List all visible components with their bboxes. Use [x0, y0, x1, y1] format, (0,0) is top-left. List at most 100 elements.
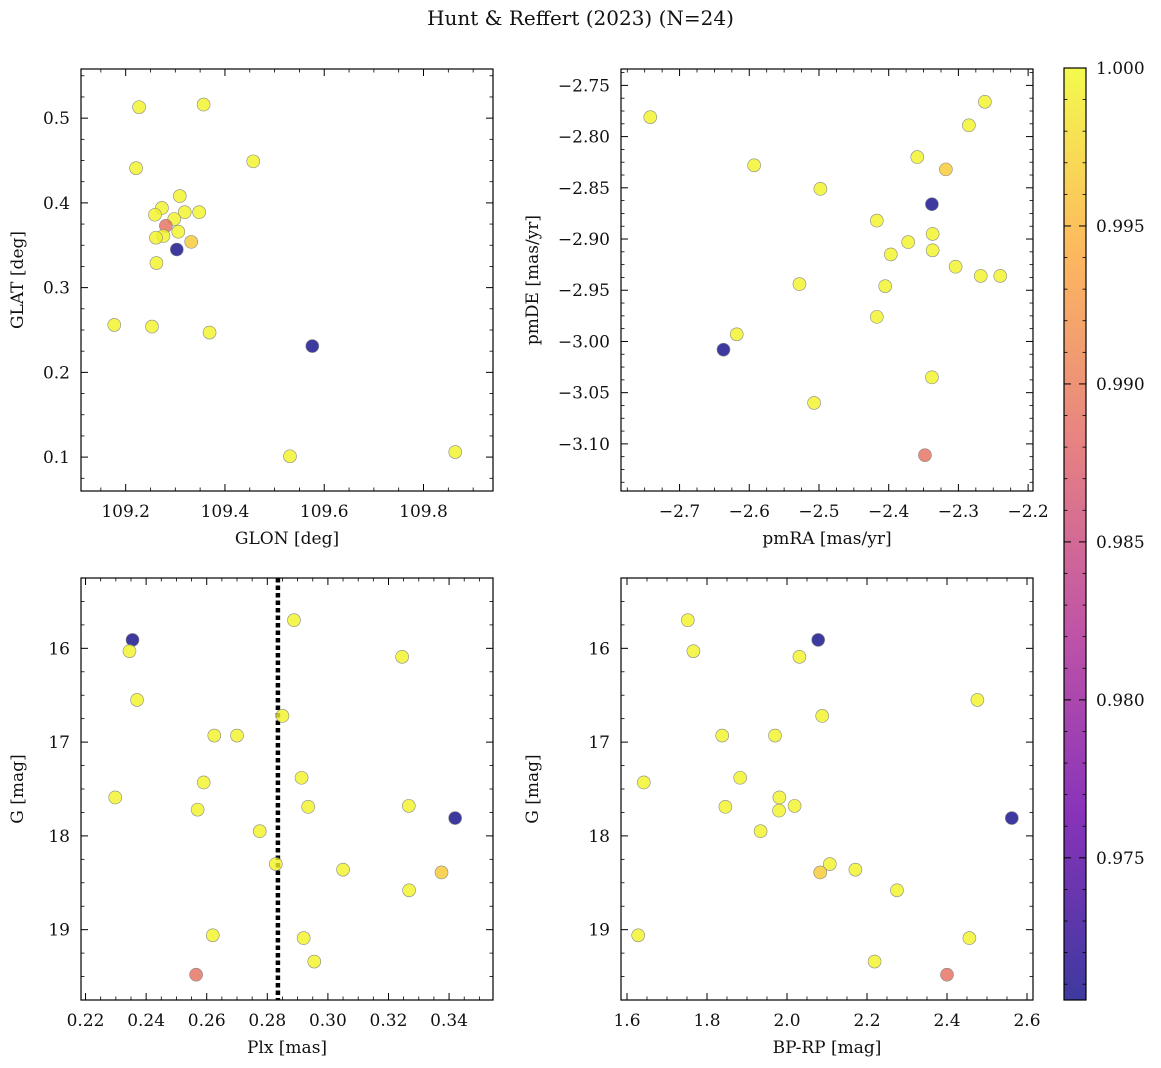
y-axis-label: G [mag] [523, 754, 543, 823]
data-point [631, 928, 646, 943]
data-point [108, 790, 123, 805]
data-point [177, 205, 192, 220]
y-tick-label: 16 [48, 639, 70, 659]
data-point [287, 613, 301, 628]
colorbar-tick-label: 0.995 [1096, 217, 1145, 237]
y-tick-label: −3.05 [558, 384, 610, 404]
data-point [448, 811, 462, 825]
y-tick-label: 19 [48, 921, 70, 941]
y-tick-label: 0.1 [43, 448, 70, 468]
plot-frame [80, 577, 494, 1001]
data-point [202, 325, 217, 340]
panel-pmra-pmde: −2.7 −2.6 −2.5 −2.4 −2.3 −2.2 −3.10 −3.05 −3.00 −… [523, 68, 1049, 549]
y-tick-label: 0.3 [43, 279, 70, 299]
x-axis-label: Plx [mas] [247, 1038, 327, 1058]
data-point [815, 709, 830, 723]
y-tick-label: −2.75 [558, 76, 610, 96]
y-tick-label: 18 [588, 827, 610, 847]
y-axis-label: G [mag] [8, 754, 28, 823]
panel-bprp-g: 1.6 1.8 2.0 2.2 2.4 2.6 16 17 18 19 BP-RP [mag] G [… [523, 577, 1041, 1058]
colorbar-gradient [1064, 68, 1086, 1000]
data-point [686, 644, 701, 658]
x-tick-label: 0.22 [67, 1011, 105, 1031]
data-point [172, 189, 187, 203]
data-point [252, 824, 267, 839]
data-point [301, 800, 316, 814]
plot-frame [620, 68, 1034, 492]
plot-frame [80, 68, 494, 492]
data-point [878, 279, 893, 293]
data-point [680, 613, 695, 628]
x-tick-label: 0.30 [309, 1011, 347, 1031]
x-tick-label: 109.6 [300, 502, 349, 522]
y-tick-label: −3.10 [558, 435, 610, 455]
data-point [792, 649, 807, 664]
data-point [196, 97, 211, 112]
data-point [132, 100, 146, 114]
panel-plx-g: 0.22 0.24 0.26 0.28 0.30 0.32 0.34 16 17 18 19 Plx … [8, 577, 494, 1058]
data-point [867, 954, 882, 969]
colorbar-tick-label: 0.985 [1096, 533, 1145, 553]
data-point [962, 931, 977, 945]
data-point [636, 775, 651, 790]
data-point [813, 865, 828, 880]
y-axis-label: pmDE [mas/yr] [523, 215, 543, 345]
data-point [230, 728, 244, 743]
data-point [448, 445, 463, 459]
x-tick-label: 0.34 [430, 1011, 468, 1031]
data-point [716, 342, 731, 357]
x-tick-label: 2.6 [1013, 1011, 1040, 1031]
data-point [1004, 811, 1019, 825]
data-point [145, 319, 159, 334]
data-point [792, 277, 807, 291]
data-point [149, 256, 164, 270]
data-point [402, 883, 416, 898]
y-tick-label: 0.5 [43, 109, 70, 129]
y-tick-label: 19 [588, 921, 610, 941]
data-point [395, 649, 409, 664]
data-point [130, 693, 144, 707]
data-point [294, 770, 309, 785]
colorbar-tick-label: 0.990 [1096, 375, 1145, 395]
data-point [246, 154, 261, 169]
data-point [148, 207, 162, 222]
panel-glon-glat: 109.2 109.4 109.6 109.8 0.1 0.2 0.3 0.4 0.5 GLON … [8, 68, 494, 549]
data-point [729, 327, 744, 342]
x-axis-label: BP-RP [mag] [773, 1038, 882, 1058]
data-point [192, 205, 206, 220]
data-point [129, 161, 143, 175]
data-point [268, 857, 283, 871]
x-tick-label: −2.7 [659, 502, 700, 522]
data-point [207, 728, 222, 743]
data-point [718, 800, 733, 814]
data-point [307, 954, 322, 969]
y-axis-label: GLAT [deg] [8, 231, 28, 329]
y-tick-label: −3.00 [558, 332, 610, 352]
data-point [283, 449, 297, 464]
data-point [125, 633, 140, 647]
data-point [970, 693, 985, 707]
data-point [807, 396, 821, 410]
x-tick-label: 1.6 [613, 1011, 640, 1031]
x-axis-label: pmRA [mas/yr] [762, 529, 891, 549]
data-point [978, 94, 992, 109]
data-point [171, 224, 186, 239]
data-point [189, 967, 203, 982]
data-point [993, 269, 1008, 283]
data-point [196, 775, 211, 790]
data-point [813, 182, 828, 196]
colorbar-tick-label: 1.000 [1096, 59, 1145, 79]
x-tick-label: 2.2 [853, 1011, 880, 1031]
x-tick-label: 0.28 [248, 1011, 286, 1031]
data-point [275, 709, 290, 723]
x-tick-label: −2.4 [868, 502, 909, 522]
data-point [883, 247, 898, 262]
y-tick-label: −2.90 [558, 230, 610, 250]
data-point [870, 213, 884, 228]
x-tick-label: 1.8 [693, 1011, 720, 1031]
data-point [890, 883, 904, 898]
y-tick-label: 16 [588, 639, 610, 659]
colorbar: 0.975 0.980 0.985 0.990 0.995 1.000 [1063, 59, 1145, 1001]
y-tick-label: 0.4 [43, 194, 70, 214]
